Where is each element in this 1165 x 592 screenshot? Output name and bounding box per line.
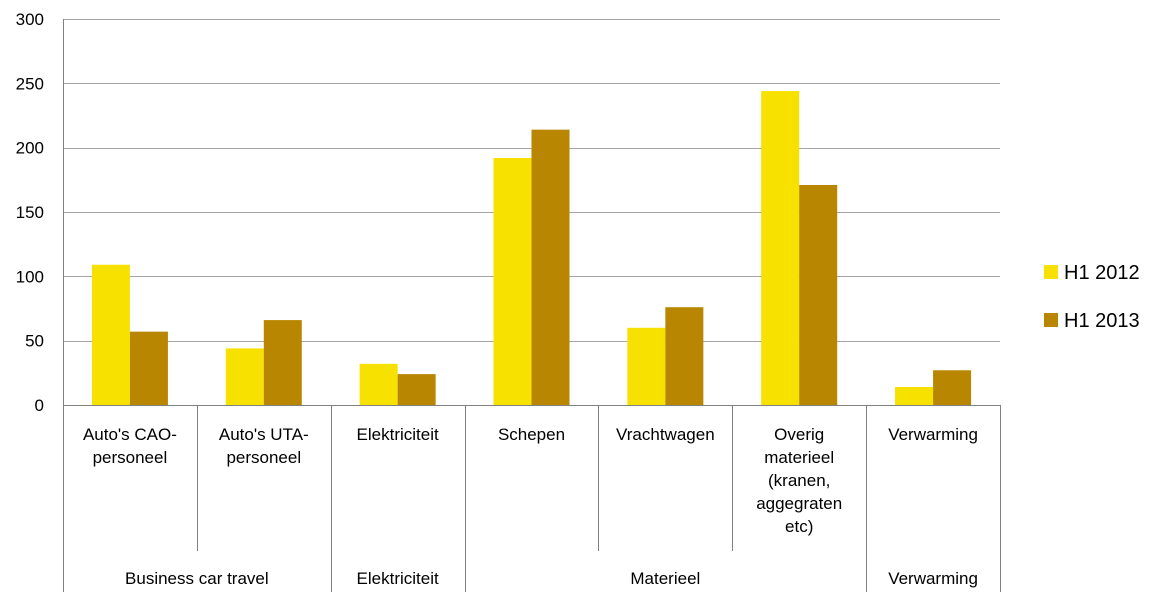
bar-h1-2012 — [91, 264, 130, 405]
group-label: Materieel — [630, 569, 700, 588]
y-tick-label: 100 — [16, 267, 44, 286]
category-label: Schepen — [498, 425, 565, 444]
group-label: Verwarming — [888, 569, 978, 588]
group-label: Business car travel — [125, 569, 269, 588]
category-label: Auto's UTA-personeel — [219, 425, 309, 467]
y-tick-label: 200 — [16, 139, 44, 158]
category-label: Vrachtwagen — [616, 425, 715, 444]
group-label: Elektriciteit — [357, 569, 439, 588]
bar-h1-2013 — [129, 331, 168, 405]
bar-h1-2013 — [397, 374, 436, 405]
bar-h1-2012 — [493, 157, 532, 405]
y-axis-ticks: 0 50 100 150 200 250 300 — [16, 10, 44, 415]
y-tick-label: 0 — [35, 396, 44, 415]
category-label: Overig materieel (kranen, aggegraten etc) — [756, 425, 842, 536]
category-label: Verwarming — [888, 425, 978, 444]
axes — [63, 19, 1001, 592]
bar-h1-2013 — [933, 370, 972, 405]
y-tick-label: 50 — [25, 332, 44, 351]
y-tick-label: 150 — [16, 203, 44, 222]
category-labels: Auto's CAO-personeel Auto's UTA-personeel… — [83, 425, 978, 536]
bar-h1-2013 — [665, 307, 704, 405]
legend-label: H1 2012 — [1064, 262, 1140, 284]
bars — [91, 91, 972, 406]
bar-h1-2012 — [895, 386, 934, 405]
bar-h1-2013 — [799, 184, 838, 405]
bar-h1-2013 — [263, 320, 302, 405]
category-label: Auto's CAO-personeel — [83, 425, 177, 467]
bar-h1-2012 — [761, 91, 800, 405]
bar-h1-2013 — [531, 129, 570, 406]
y-tick-label: 300 — [16, 10, 44, 29]
bar-h1-2012 — [627, 327, 666, 405]
category-label: Elektriciteit — [357, 425, 439, 444]
bar-h1-2012 — [359, 363, 398, 405]
legend-swatch — [1044, 265, 1058, 279]
legend-label: H1 2013 — [1064, 310, 1140, 332]
bar-h1-2012 — [225, 348, 264, 405]
legend: H1 2012 H1 2013 — [1044, 262, 1140, 332]
group-labels: Business car travel Elektriciteit Materiee… — [125, 569, 978, 588]
y-tick-label: 250 — [16, 74, 44, 93]
legend-swatch — [1044, 313, 1058, 327]
